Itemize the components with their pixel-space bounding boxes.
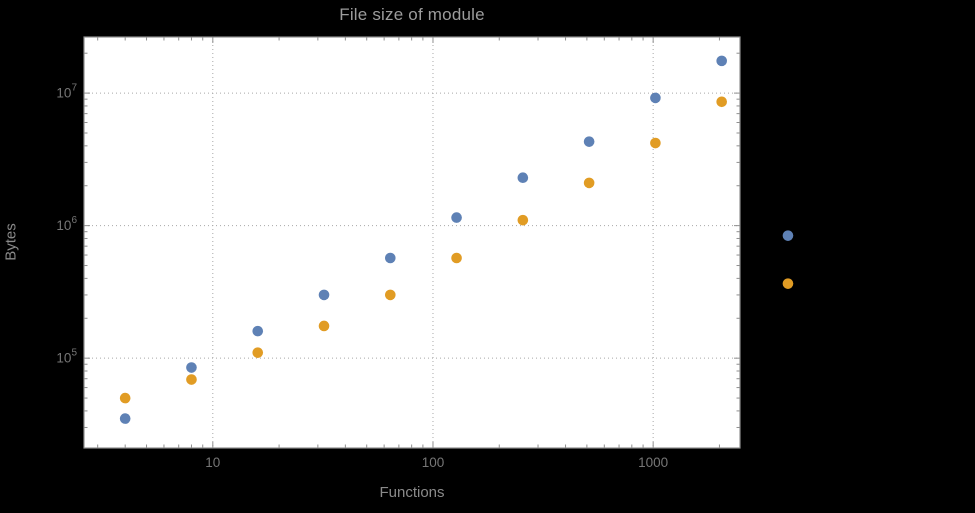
plot-frame xyxy=(83,36,741,449)
scatter-point-orange xyxy=(517,214,529,226)
x-tick-label: 10 xyxy=(205,455,220,470)
y-tick-label: 105 xyxy=(56,348,77,366)
scatter-point-blue xyxy=(583,136,595,147)
scatter-point-blue xyxy=(716,55,727,67)
scatter-point-orange xyxy=(186,374,197,385)
scatter-point-orange xyxy=(385,289,396,301)
chart-title: File size of module xyxy=(339,5,485,24)
scatter-point-orange xyxy=(650,137,661,149)
scatter-point-orange xyxy=(583,177,595,189)
scatter-point-blue xyxy=(186,362,197,373)
x-axis-label: Functions xyxy=(379,484,445,501)
scatter-point-orange xyxy=(782,278,794,289)
scatter-point-orange xyxy=(716,96,727,108)
scatter-point-blue xyxy=(385,252,396,264)
scatter-point-blue xyxy=(318,289,330,301)
scatter-point-blue xyxy=(650,92,661,104)
scatter-point-orange xyxy=(451,252,462,264)
scatter-point-blue xyxy=(517,172,529,183)
x-tick-label: 100 xyxy=(422,455,445,470)
scatter-point-blue xyxy=(119,413,131,424)
scatter-point-orange xyxy=(119,392,131,404)
y-tick-label: 106 xyxy=(56,215,77,233)
scatter-point-orange xyxy=(252,347,264,358)
scatter-point-blue xyxy=(451,212,462,223)
x-tick-label: 1000 xyxy=(638,455,668,470)
scatter-point-blue xyxy=(782,230,794,241)
y-tick-label: 107 xyxy=(56,83,77,101)
scatter-point-blue xyxy=(252,325,264,337)
plot-area xyxy=(84,37,740,448)
scatter-point-orange xyxy=(318,320,330,332)
